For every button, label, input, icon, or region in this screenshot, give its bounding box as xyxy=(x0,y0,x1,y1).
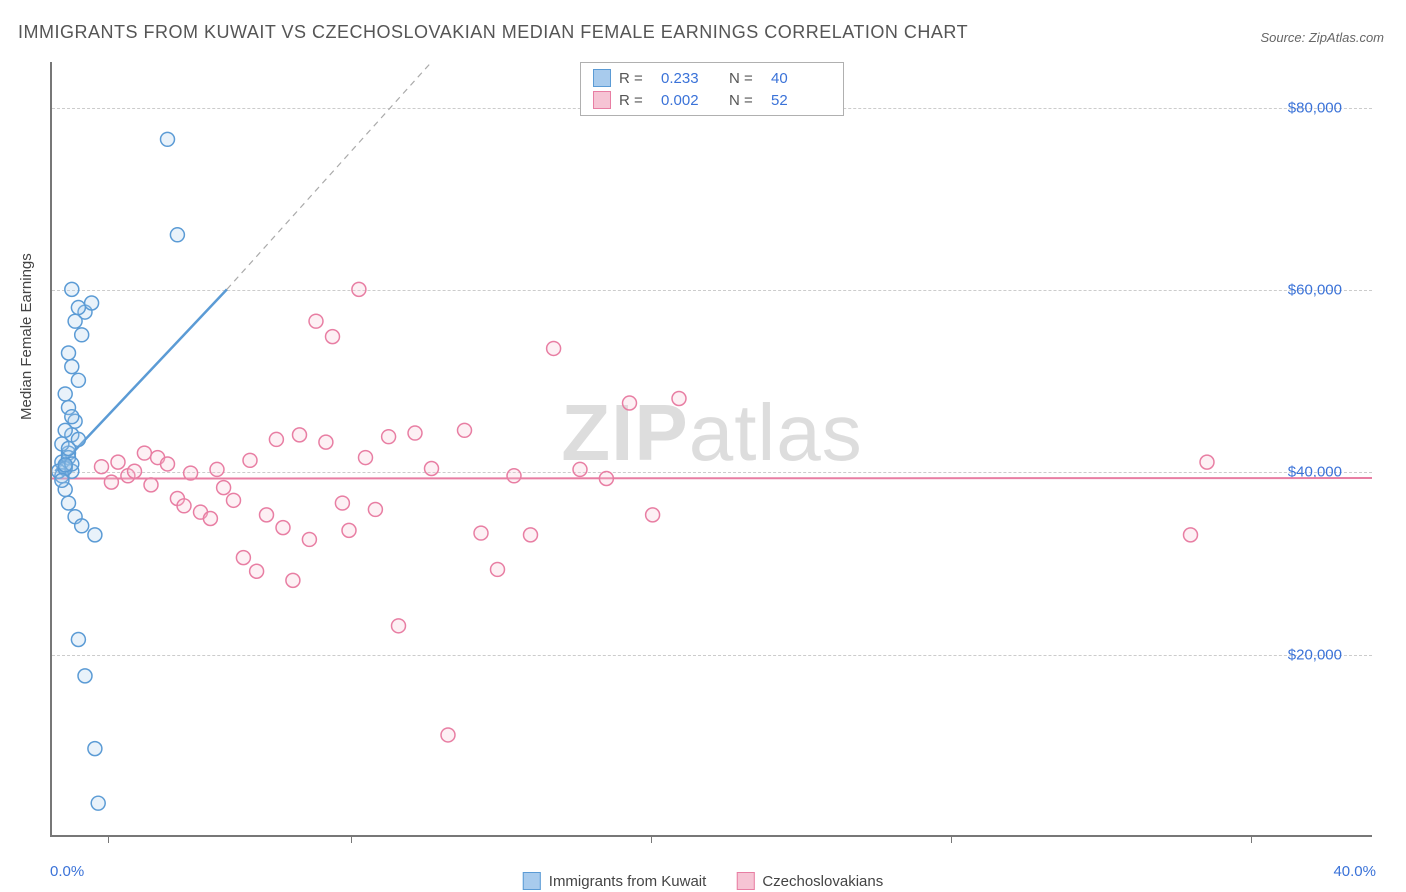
n-label: N = xyxy=(729,92,763,109)
legend-row-czech: R = 0.002 N = 52 xyxy=(593,89,831,111)
x-min-label: 0.0% xyxy=(50,863,84,880)
legend-item-czech: Czechoslovakians xyxy=(736,872,883,890)
legend-label-kuwait: Immigrants from Kuwait xyxy=(549,873,707,890)
swatch-kuwait xyxy=(593,69,611,87)
r-value-czech: 0.002 xyxy=(661,92,721,109)
r-label: R = xyxy=(619,70,653,87)
legend-correlation-box: R = 0.233 N = 40 R = 0.002 N = 52 xyxy=(580,62,844,116)
legend-row-kuwait: R = 0.233 N = 40 xyxy=(593,67,831,89)
legend-label-czech: Czechoslovakians xyxy=(762,873,883,890)
x-tick xyxy=(351,835,352,843)
swatch-czech xyxy=(593,91,611,109)
scatter-svg xyxy=(52,62,1372,835)
source-attribution: Source: ZipAtlas.com xyxy=(1260,30,1384,45)
legend-item-kuwait: Immigrants from Kuwait xyxy=(523,872,707,890)
x-tick xyxy=(651,835,652,843)
n-value-czech: 52 xyxy=(771,92,831,109)
n-label: N = xyxy=(729,70,763,87)
x-tick xyxy=(951,835,952,843)
r-value-kuwait: 0.233 xyxy=(661,70,721,87)
x-tick xyxy=(1251,835,1252,843)
plot-area: ZIPatlas R = 0.233 N = 40 R = 0.002 N = … xyxy=(50,62,1372,837)
swatch-czech-icon xyxy=(736,872,754,890)
chart-title: IMMIGRANTS FROM KUWAIT VS CZECHOSLOVAKIA… xyxy=(18,22,968,43)
x-max-label: 40.0% xyxy=(1333,863,1376,880)
r-label: R = xyxy=(619,92,653,109)
y-axis-label: Median Female Earnings xyxy=(18,253,35,420)
x-tick xyxy=(108,835,109,843)
n-value-kuwait: 40 xyxy=(771,70,831,87)
legend-series: Immigrants from Kuwait Czechoslovakians xyxy=(523,872,883,890)
swatch-kuwait-icon xyxy=(523,872,541,890)
